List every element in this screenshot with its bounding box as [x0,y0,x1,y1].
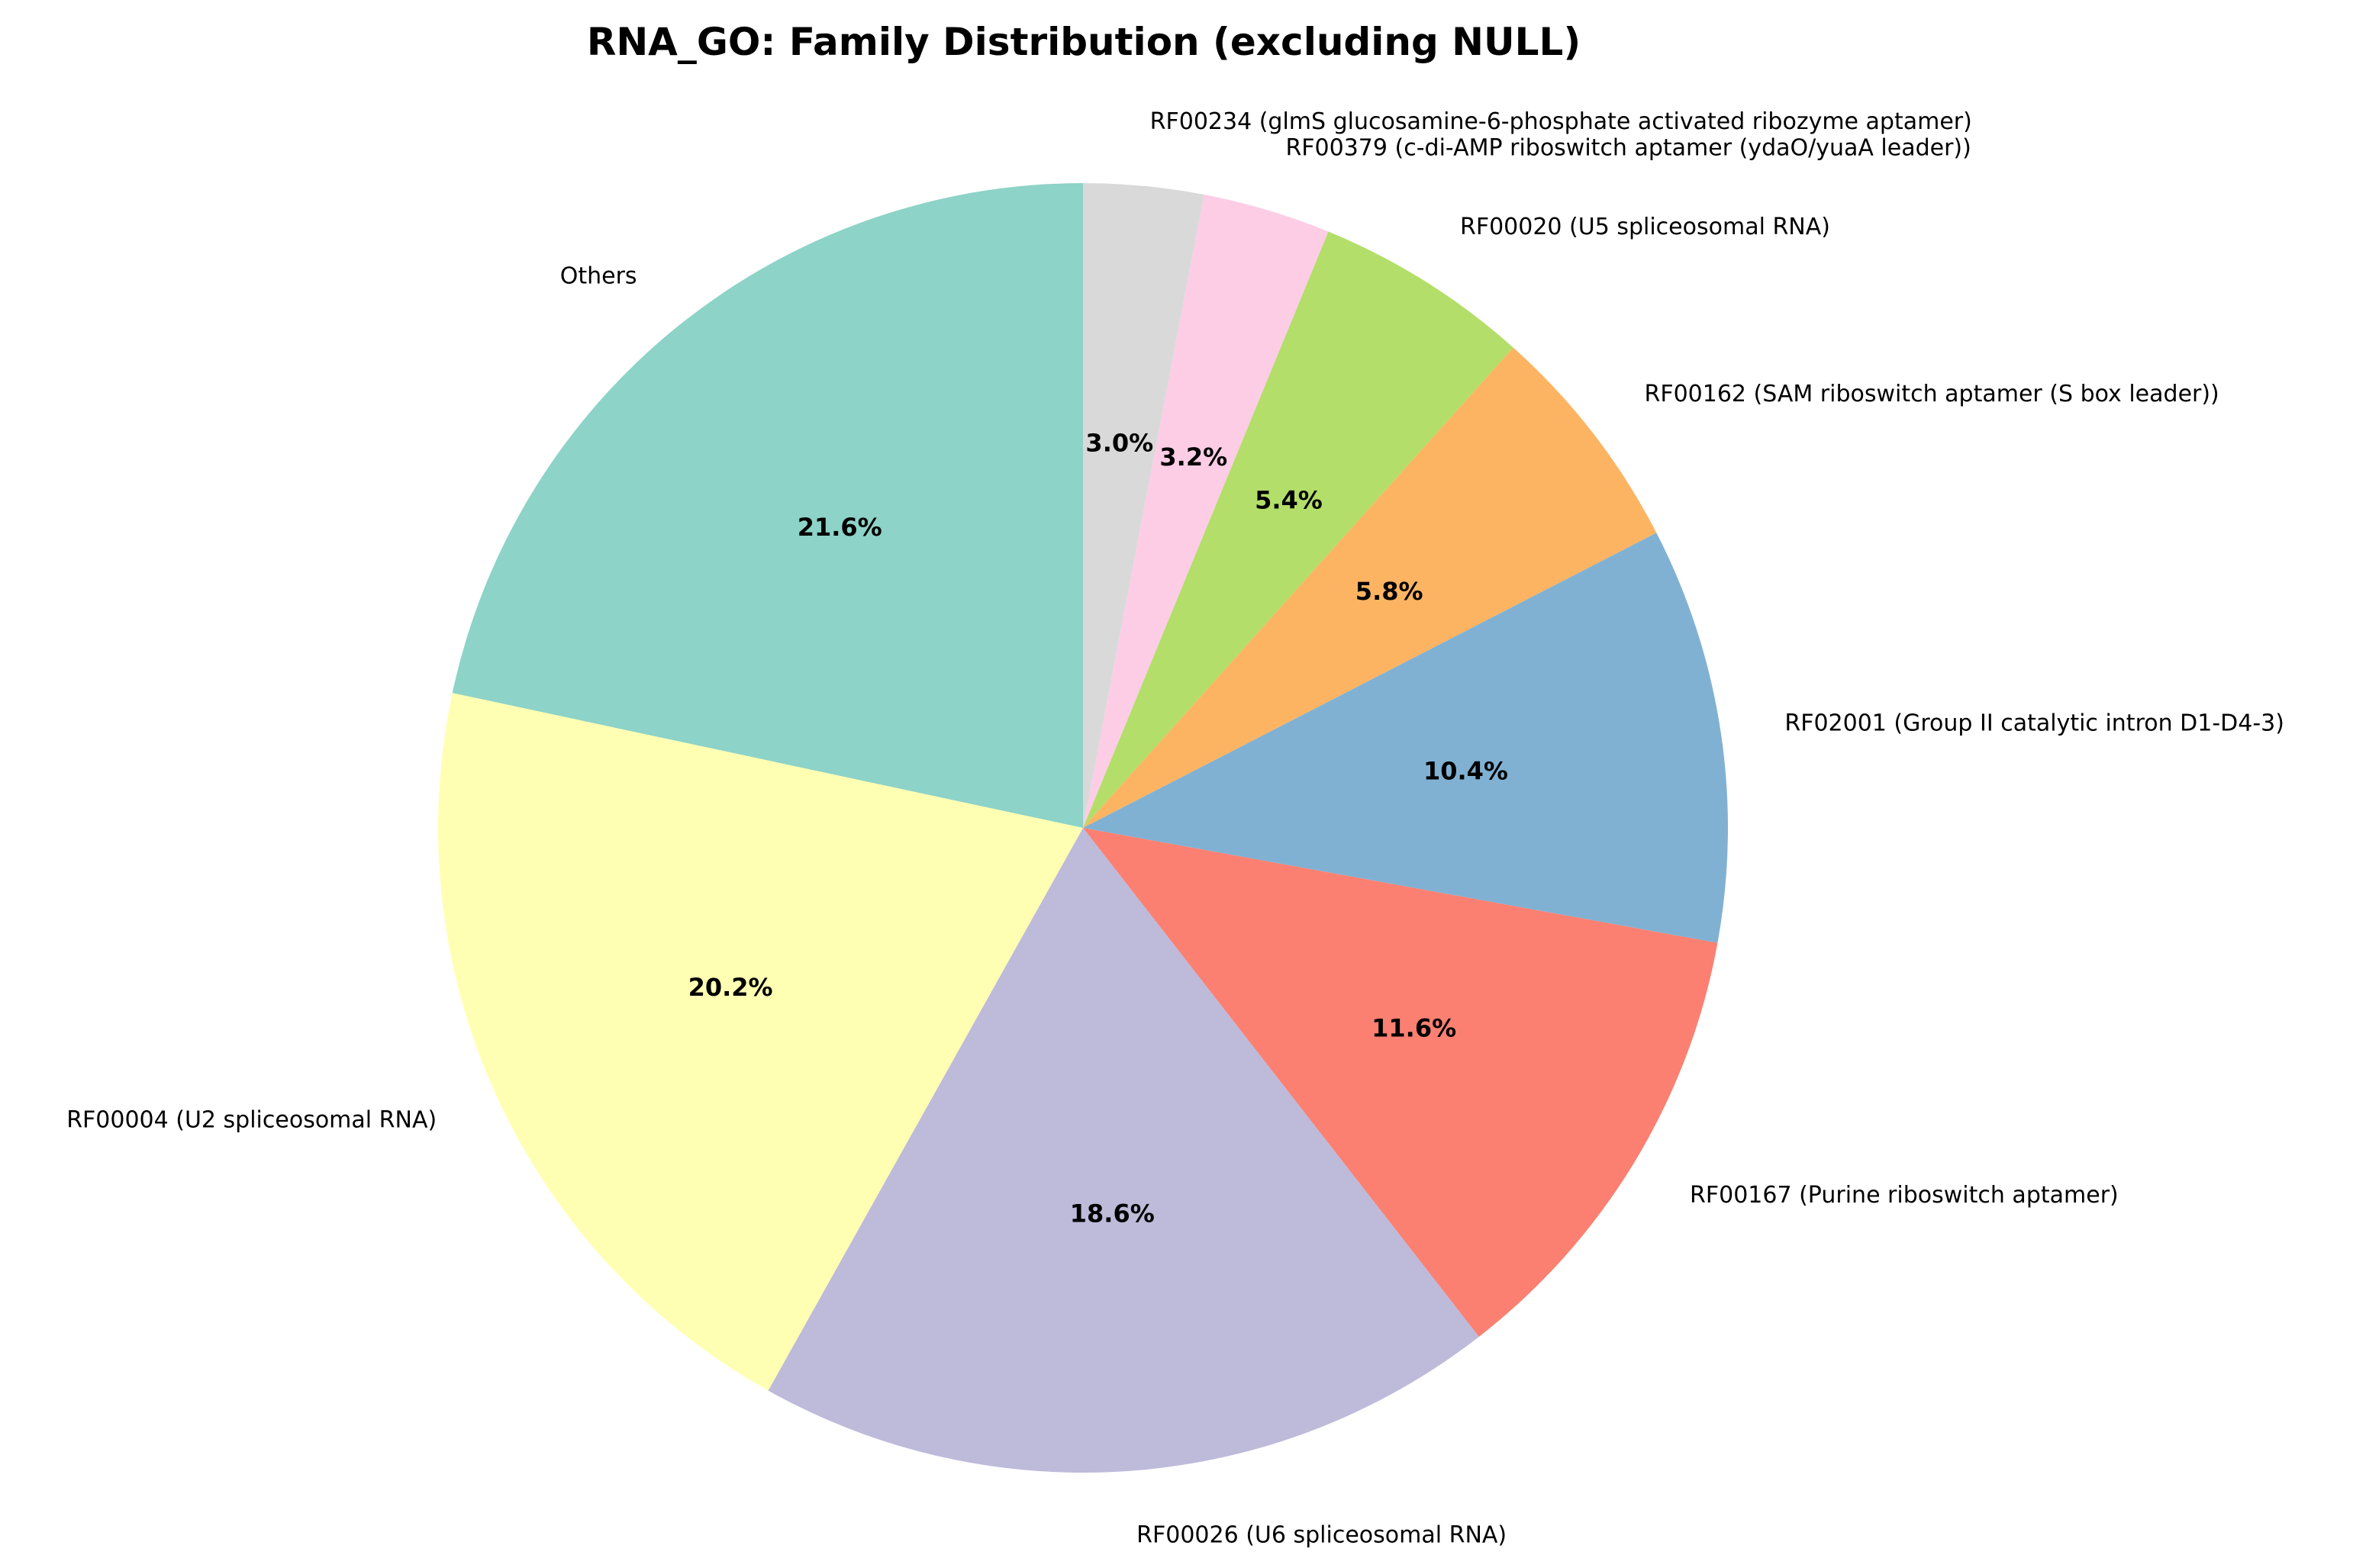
percent-labels-layer: 3.0% 3.2% 5.4% 5.8% 10.4% 11.6% 18.6% 20.2% 21.6… [688,428,1508,1228]
pie-percent-label: 18.6% [1070,1199,1155,1228]
slices-layer [437,183,1728,1473]
pie-slice-label: RF00379 (c-di-AMP riboswitch aptamer (yd… [1285,135,1971,162]
pie-slice-rf02001 [1083,533,1728,943]
pie-percent-label: 5.8% [1355,577,1423,606]
pie-slice-label: Others [560,263,637,290]
slice-labels-layer: RF00234 (glmS glucosamine-6-phosphate ac… [66,108,2284,1548]
pie-slice-rf00020 [1083,231,1513,828]
pie-percent-label: 3.0% [1085,428,1153,457]
pie-slice-label: RF00026 (U6 spliceosomal RNA) [1136,1521,1507,1548]
pie-slice-label: RF02001 (Group II catalytic intron D1-D4… [1784,710,2284,736]
pie-percent-label: 5.4% [1255,486,1323,515]
chart-title: RNA_GO: Family Distribution (excluding N… [587,20,1581,64]
pie-slice-label: RF00167 (Purine riboswitch aptamer) [1690,1182,2119,1209]
pie-slice-rf00162 [1083,347,1657,828]
pie-slice-rf00234 [1083,183,1204,828]
pie-percent-label: 11.6% [1372,1014,1456,1043]
pie-slice-rf00167 [1083,828,1718,1337]
pie-slice-label: RF00234 (glmS glucosamine-6-phosphate ac… [1150,108,1972,135]
pie-slice-rf00004 [437,693,1083,1391]
pie-slice-others [452,183,1083,828]
pie-slice-label: RF00162 (SAM riboswitch aptamer (S box l… [1644,381,2219,407]
pie-slice-rf00379 [1083,195,1329,828]
pie-slice-label: RF00020 (U5 spliceosomal RNA) [1460,214,1830,240]
pie-slice-rf00026 [768,828,1479,1473]
pie-percent-label: 21.6% [798,513,882,542]
pie-percent-label: 3.2% [1159,443,1227,472]
pie-percent-label: 20.2% [688,973,773,1002]
pie-slice-label: RF00004 (U2 spliceosomal RNA) [66,1107,437,1134]
pie-percent-label: 10.4% [1423,756,1508,785]
